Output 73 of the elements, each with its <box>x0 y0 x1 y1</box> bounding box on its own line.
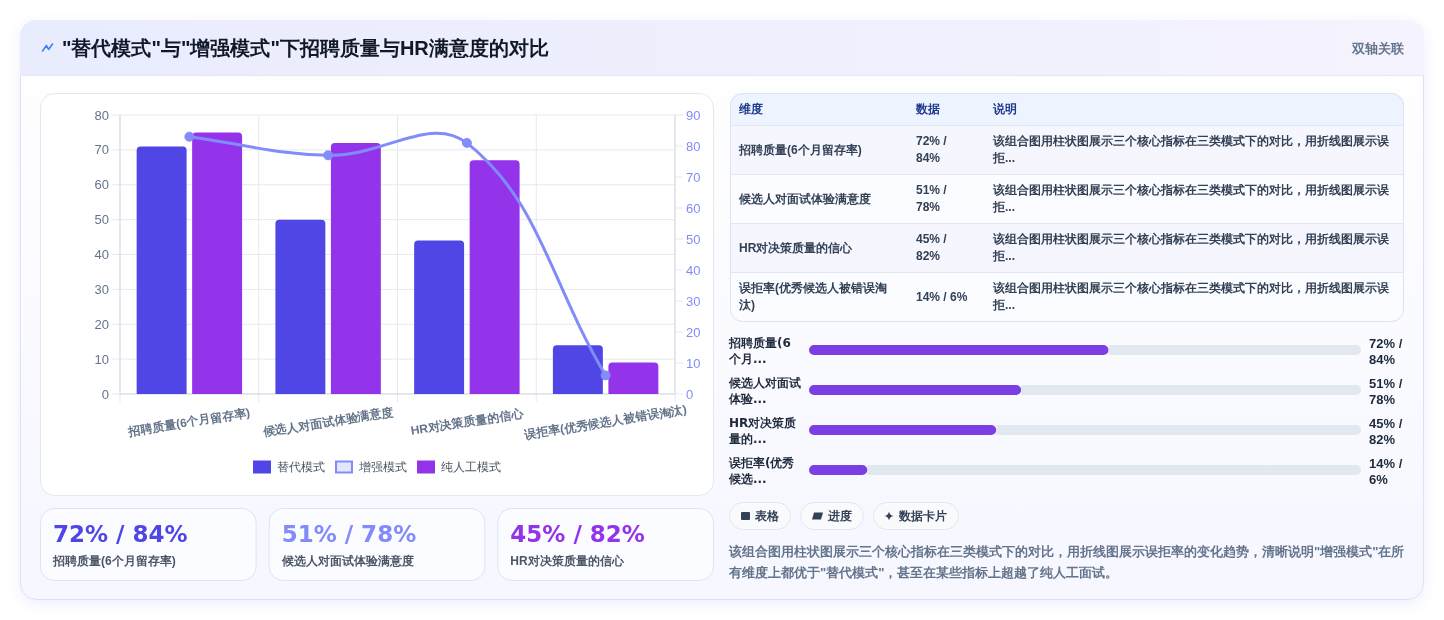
y2-tick-label: 70 <box>686 169 701 185</box>
point <box>461 137 472 148</box>
bar <box>469 160 520 394</box>
text: 招聘质量(6个月留存率) <box>739 142 862 157</box>
y-tick-label: 70 <box>94 142 109 158</box>
text: 45% / 82% <box>916 232 947 263</box>
bar <box>608 362 659 394</box>
text: 14% / 6% <box>916 289 968 304</box>
category-label: 数据卡片 <box>898 509 947 523</box>
data-label: 51% / 78% <box>1369 375 1403 407</box>
y-tick-label: HR对决策质量的... <box>728 416 797 446</box>
x-tick-label: HR对决策质量的信心 <box>409 406 525 438</box>
text: 双轴关联 <box>1351 40 1405 56</box>
text: 72% / 84% <box>53 521 188 547</box>
category-label: 招聘质量(6个月留存率) <box>52 554 176 568</box>
x-tick-label: 候选人对面试体验满意度 <box>260 404 395 440</box>
y-tick-label: 30 <box>94 281 109 297</box>
y2-tick-label: 90 <box>686 107 701 123</box>
y-tick-label: 20 <box>94 316 109 332</box>
text: 该组合图用柱状图展示三个核心指标在三类模式下的对比，用折线图展示误拒... <box>993 134 1389 165</box>
y-tick-label: 60 <box>94 177 109 193</box>
text: 该组合图用柱状图展示三个核心指标在三类模式下的对比，用折线图展示误拒... <box>993 183 1389 214</box>
data-label: 14% / 6% <box>1369 455 1403 487</box>
text: 候选人对面试体验满意度 <box>739 191 871 206</box>
data-label: 72% / 84% <box>1369 335 1403 367</box>
bar <box>275 219 326 394</box>
text: 51% / 78% <box>916 183 947 214</box>
category-label: 表格 <box>754 509 780 523</box>
y2-tick-label: 10 <box>686 355 701 371</box>
y-tick-label: 候选人对面试体验... <box>728 376 801 406</box>
y-tick-label: 40 <box>94 247 109 262</box>
category-label: 说明 <box>992 102 1017 116</box>
point <box>323 150 334 161</box>
y2-tick-label: 80 <box>686 138 701 154</box>
y-tick-label: 0 <box>101 386 109 402</box>
y-tick-label: 10 <box>94 351 109 367</box>
legend-label: 替代模式 <box>277 460 325 474</box>
text: 45% / 82% <box>510 521 645 547</box>
y-tick-label: 80 <box>94 107 109 123</box>
legend-label: 增强模式 <box>358 460 407 474</box>
category-label: 进度 <box>827 509 852 523</box>
bar <box>136 146 187 394</box>
y-tick-label: 招聘质量(6个月... <box>728 336 791 366</box>
y-tick-label: 50 <box>94 212 109 228</box>
text: 误拒率(优秀候选人被错误淘汰) <box>739 281 887 312</box>
bar <box>552 345 603 394</box>
y2-tick-label: 60 <box>686 200 701 216</box>
y2-tick-label: 0 <box>686 386 694 402</box>
bar <box>330 142 381 394</box>
category-label: 数据 <box>915 102 940 116</box>
y2-tick-label: 50 <box>686 231 701 247</box>
category-label: 候选人对面试体验满意度 <box>280 554 414 568</box>
category-label: 维度 <box>738 102 763 116</box>
y2-tick-label: 20 <box>686 324 701 340</box>
data-label: 45% / 82% <box>1369 415 1403 447</box>
y2-tick-label: 30 <box>686 293 701 309</box>
point <box>600 370 611 381</box>
text: 72% / 84% <box>916 134 947 165</box>
point <box>184 131 195 142</box>
y2-tick-label: 40 <box>686 262 701 278</box>
text: 该组合图用柱状图展示三个核心指标在三类模式下的对比，用折线图展示误拒... <box>993 281 1389 312</box>
text: HR对决策质量的信心 <box>739 240 853 255</box>
x-tick-label: 招聘质量(6个月留存率) <box>126 405 252 439</box>
bar <box>414 240 465 394</box>
text: 该组合图用柱状图展示三个核心指标在三类模式下的对比，用折线图展示误拒率的变化趋势，清晰说明"增强模式"在所有维度上都优于"替代模式"，甚至在某些指标上超越了纯人工面试。 <box>728 543 1405 580</box>
text: 51% / 78% <box>281 521 417 547</box>
y-tick-label: 误拒率(优秀候选... <box>728 456 795 486</box>
legend-label: 纯人工模式 <box>441 460 501 474</box>
chart-title: "替代模式"与"增强模式"下招聘质量与HR满意度的对比 <box>62 37 549 59</box>
category-label: HR对决策质量的信心 <box>510 554 625 568</box>
text: 该组合图用柱状图展示三个核心指标在三类模式下的对比，用折线图展示误拒... <box>993 232 1389 263</box>
bar <box>809 465 868 475</box>
bar <box>192 132 243 394</box>
